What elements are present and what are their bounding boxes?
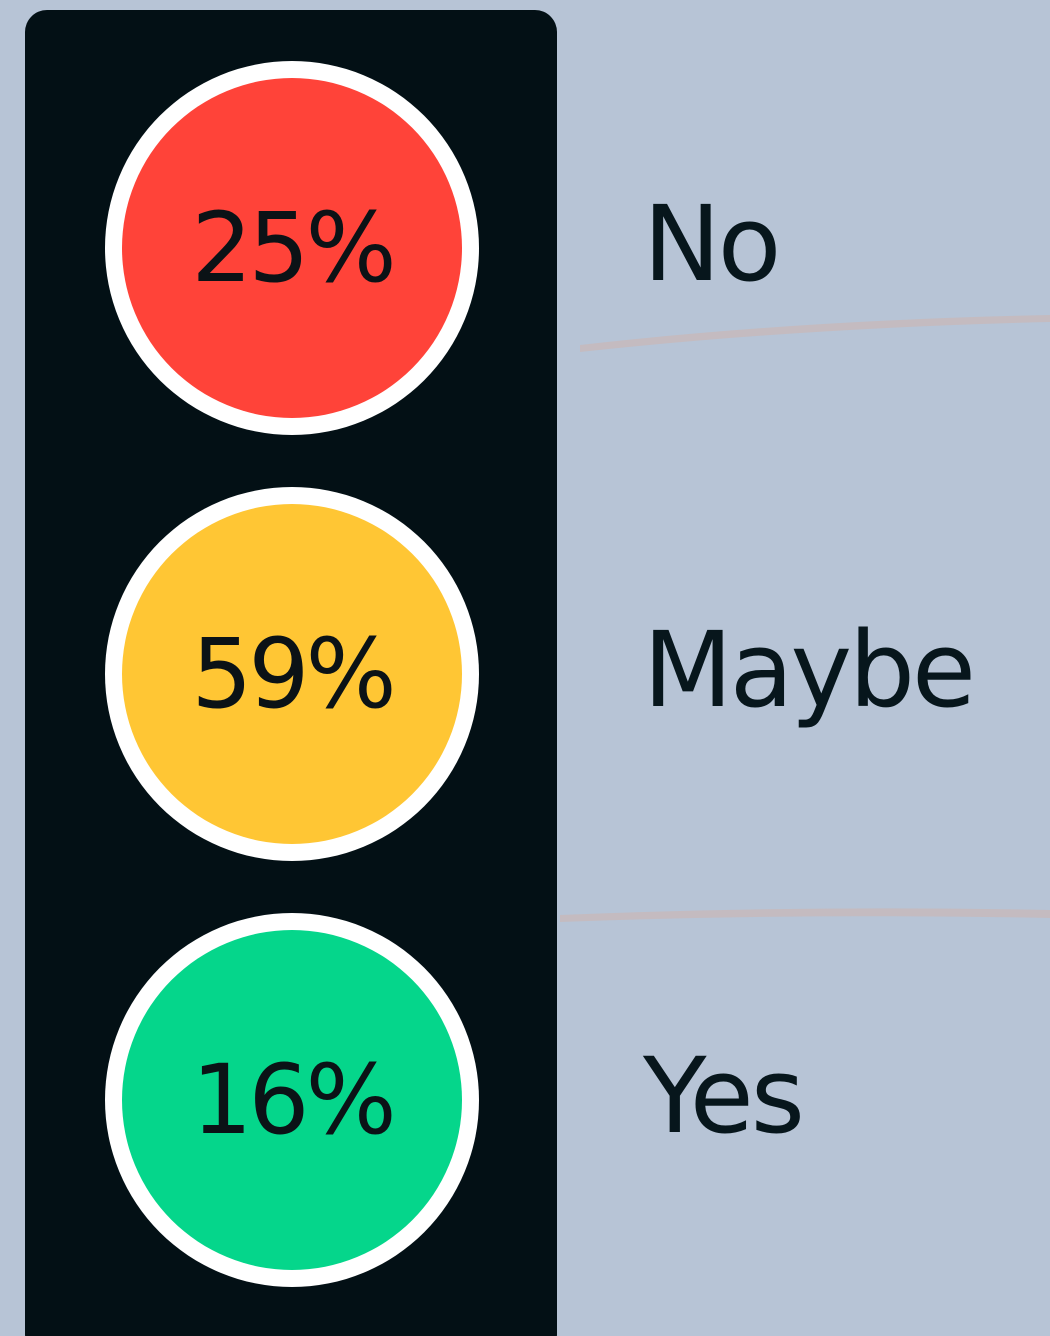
option-label: No (643, 183, 778, 305)
option-label: Yes (642, 1035, 802, 1157)
page: {"items": [ {"percent": "25%", "label": … (0, 0, 1050, 1336)
option-label: Maybe (643, 609, 973, 731)
poll-result: 25% No 59% Maybe 16% Yes (0, 0, 1050, 1336)
percentage: 59% (191, 618, 392, 730)
percentage: 25% (191, 192, 392, 304)
percentage: 16% (191, 1044, 392, 1156)
